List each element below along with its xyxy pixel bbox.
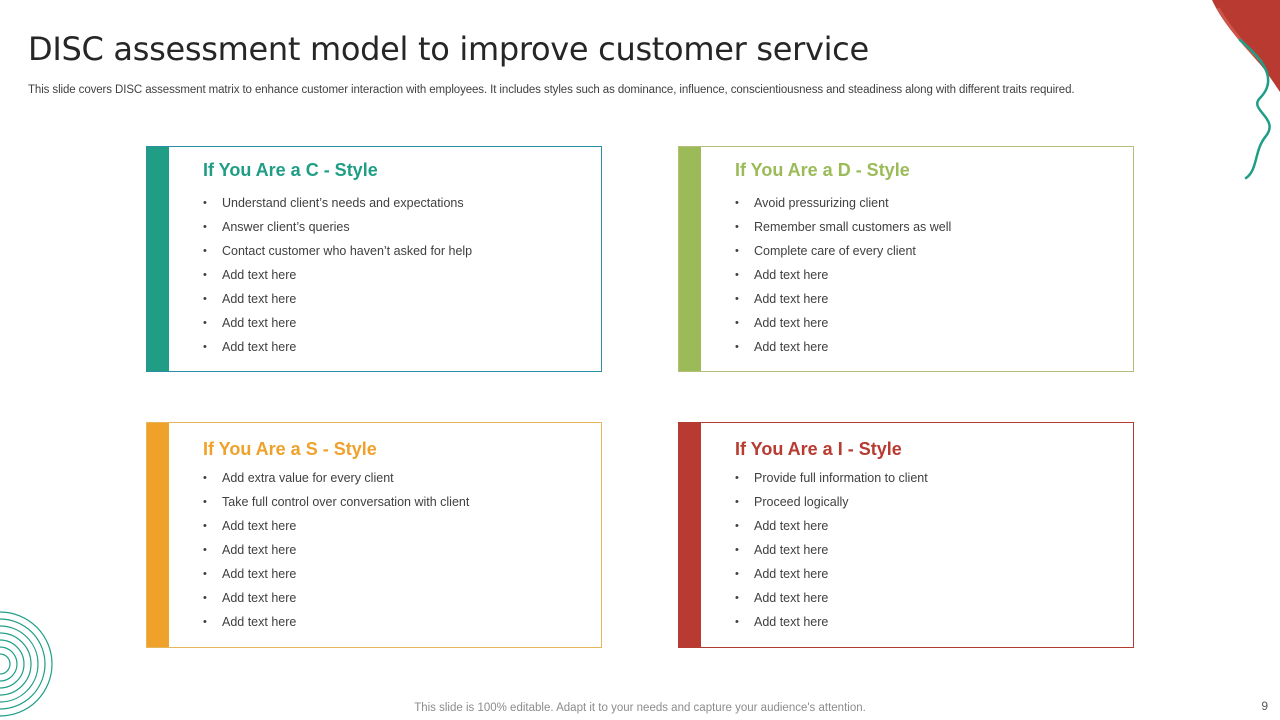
list-item: Add text here [203,291,472,315]
list-item: Add text here [203,614,469,638]
i-style-accent-bar [679,423,701,647]
s-style-accent-bar [147,423,169,647]
c-style-accent-bar [147,147,169,371]
i-style-heading: If You Are a I - Style [735,439,902,459]
page-title: DISC assessment model to improve custome… [28,30,869,68]
list-item: Add text here [735,542,928,566]
d-style-accent-bar [679,147,701,371]
list-item: Remember small customers as well [735,219,951,243]
page-number: 9 [1261,699,1268,713]
list-item: Add text here [735,315,951,339]
i-style-card: If You Are a I - Style Provide full info… [678,422,1134,648]
s-style-list: Add extra value for every client Take fu… [203,470,469,638]
d-style-card: If You Are a D - Style Avoid pressurizin… [678,146,1134,372]
list-item: Add text here [203,518,469,542]
list-item: Add text here [735,614,928,638]
list-item: Take full control over conversation with… [203,494,469,518]
list-item: Contact customer who haven’t asked for h… [203,243,472,267]
c-style-card: If You Are a C - Style Understand client… [146,146,602,372]
list-item: Add text here [735,566,928,590]
concentric-circles-decoration [0,611,53,717]
list-item: Add text here [203,590,469,614]
page-subtitle: This slide covers DISC assessment matrix… [28,84,1075,96]
d-style-list: Avoid pressurizing client Remember small… [735,195,951,363]
list-item: Add text here [203,339,472,363]
s-style-card: If You Are a S - Style Add extra value f… [146,422,602,648]
s-style-heading: If You Are a S - Style [203,439,377,459]
d-style-heading: If You Are a D - Style [735,160,910,180]
list-item: Add text here [203,566,469,590]
list-item: Add text here [735,518,928,542]
list-item: Provide full information to client [735,470,928,494]
list-item: Add text here [735,291,951,315]
list-item: Complete care of every client [735,243,951,267]
footer-note: This slide is 100% editable. Adapt it to… [414,702,866,714]
list-item: Add text here [203,267,472,291]
list-item: Add text here [203,542,469,566]
list-item: Add text here [735,590,928,614]
list-item: Proceed logically [735,494,928,518]
list-item: Add text here [735,339,951,363]
i-style-list: Provide full information to client Proce… [735,470,928,638]
c-style-heading: If You Are a C - Style [203,160,378,180]
list-item: Add text here [735,267,951,291]
list-item: Avoid pressurizing client [735,195,951,219]
c-style-list: Understand client’s needs and expectatio… [203,195,472,363]
list-item: Add text here [203,315,472,339]
brush-stroke-decoration [1212,0,1280,180]
list-item: Add extra value for every client [203,470,469,494]
list-item: Answer client’s queries [203,219,472,243]
list-item: Understand client’s needs and expectatio… [203,195,472,219]
